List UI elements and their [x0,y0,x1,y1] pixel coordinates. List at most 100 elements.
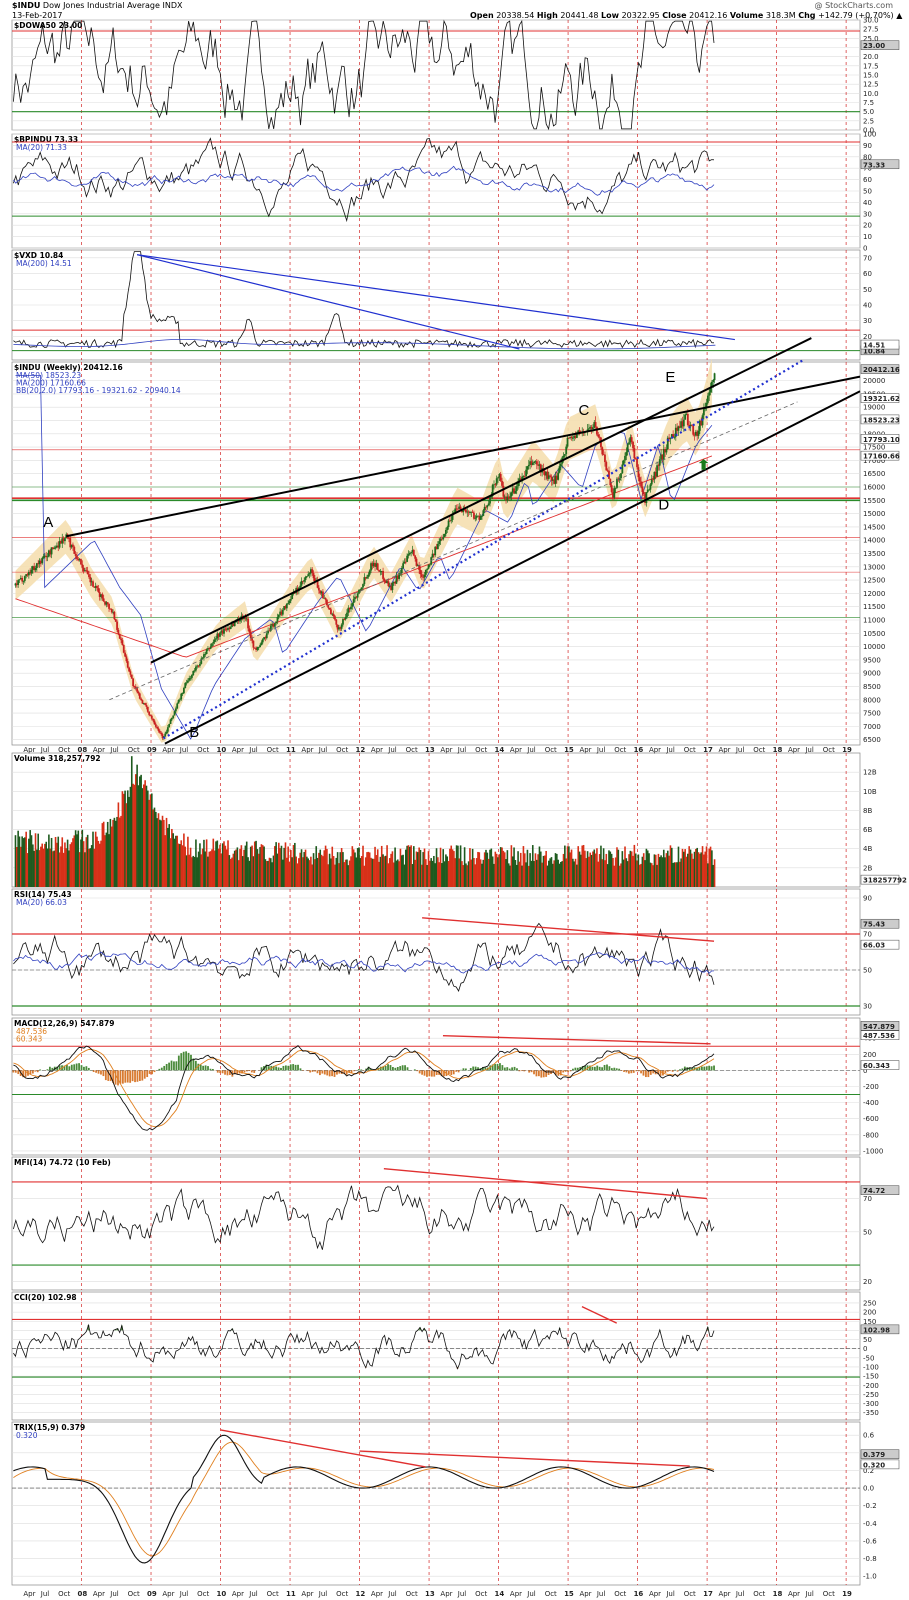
y-tick-label: 70 [863,1195,872,1203]
candle-body [379,571,382,572]
volume-bar [518,861,521,887]
value-flag-label: 487.536 [863,1032,895,1040]
candle-body [430,557,433,565]
volume-bar [399,848,402,887]
x-tick-label: Apr [510,1590,522,1598]
volume-bar [582,844,585,887]
candle-body [118,633,121,639]
macd-histogram-bar [280,1067,282,1071]
candle-body [545,471,548,476]
volume-bar [189,847,192,887]
macd-histogram-bar [528,1070,531,1073]
candle-body [656,465,658,477]
candle-body [416,564,419,566]
y-tick-label: 80 [863,153,872,161]
value-flag-label: 60.343 [863,1062,890,1070]
macd-histogram-bar [489,1065,492,1071]
macd-histogram-bar [462,1068,465,1071]
macd-histogram-bar [608,1066,611,1071]
volume-bar [391,851,394,887]
volume-bar [208,851,211,887]
candle-body [408,552,411,555]
candle-body [510,492,513,497]
candle-body [153,720,156,725]
x-tick-label: Oct [128,1590,140,1598]
candle-body [434,546,437,556]
volume-bar [467,861,470,887]
macd-histogram-bar [691,1068,694,1071]
y-tick-label: 7500 [863,710,881,718]
macd-histogram-bar [576,1067,579,1071]
x-tick-label: Oct [336,746,348,754]
candle-body [227,627,229,630]
macd-histogram-bar [211,1068,214,1071]
candle-body [187,680,189,683]
y-tick-label: 14000 [863,537,885,545]
y-tick-label: 0.0 [863,127,874,135]
candle-body [23,576,26,581]
volume-bar [498,854,501,887]
macd-histogram-bar [596,1065,599,1071]
volume-bar [429,860,431,887]
volume-bar [641,856,644,887]
volume-bar [160,820,162,887]
candle-body [33,566,36,571]
macd-histogram-bar [705,1066,708,1071]
y-tick-label: 17000 [863,457,885,465]
candle-body [253,647,256,649]
candle-body [458,506,461,509]
candle-body [543,471,546,476]
y-tick-label: 11500 [863,603,885,611]
macd-histogram-bar [345,1070,348,1075]
y-tick-label: 7000 [863,723,881,731]
macd-histogram-bar [31,1070,34,1074]
y-tick-label: 2B [863,864,872,872]
volume-bar [439,847,442,887]
volume-bar [78,852,81,887]
candle-body [14,583,17,586]
candle-body [696,431,699,436]
macd-histogram-bar [204,1065,207,1071]
candle-body [637,467,640,478]
candle-body [31,566,34,570]
volume-bar [372,858,375,887]
candle-body [688,424,691,427]
volume-bar [76,834,78,887]
volume-bar [30,835,33,887]
volume-bar [382,854,384,887]
volume-bar [227,840,229,887]
volume-bar [427,851,430,887]
volume-bar [225,849,228,887]
candle-body [678,426,681,428]
candle-body [209,646,212,649]
volume-bar [256,849,259,887]
volume-bar [387,863,390,887]
volume-bar [183,833,185,887]
volume-bar [173,838,176,887]
macd-histogram-bar [153,1070,156,1073]
volume-bar [196,857,199,887]
value-flag-label: 10.84 [863,347,885,355]
volume-bar [514,860,517,887]
macd-histogram-bar [292,1064,295,1071]
candle-body [45,555,48,558]
x-tick-label: 19 [842,746,852,754]
volume-bar [656,864,658,887]
volume-bar [649,862,652,887]
volume-bar [98,843,101,887]
candle-body [112,611,114,613]
candle-body [172,715,175,718]
y-tick-label: 12000 [863,590,885,598]
candle-body [653,471,656,480]
volume-bar [491,856,494,887]
candle-body [267,630,270,634]
macd-histogram-bar [625,1070,628,1073]
candle-body [598,436,601,438]
candle-body [324,597,327,600]
candle-body [487,503,490,506]
candle-body [69,538,72,548]
candle-body [144,703,147,705]
candle-body [642,492,645,495]
volume-bar [291,857,293,887]
candle-body [513,488,515,494]
